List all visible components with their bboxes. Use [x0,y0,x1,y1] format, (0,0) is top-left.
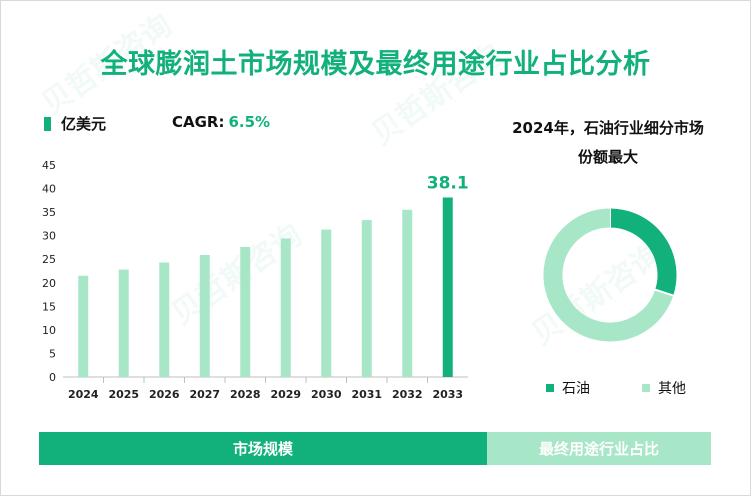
unit-legend-swatch [44,116,51,131]
cagr-label: CAGR: [172,113,225,131]
x-tick-label: 2024 [68,388,99,401]
legend-swatch-oil [546,384,554,392]
y-tick-label: 10 [42,324,56,337]
legend-label-oil: 石油 [562,381,590,397]
x-tick-label: 2027 [189,388,220,401]
y-tick-label: 5 [49,347,56,360]
unit-legend: 亿美元 [44,113,106,134]
page-title: 全球膨润土市场规模及最终用途行业占比分析 [100,49,651,80]
bar-2030 [321,229,332,377]
y-tick-label: 20 [42,277,56,290]
footer-market-size: 市场规模 [39,432,487,465]
y-tick-label: 25 [42,253,56,266]
x-tick-label: 2033 [432,388,463,401]
legend-swatch-other [642,384,650,392]
x-tick-label: 2032 [392,388,423,401]
legend-label-other: 其他 [658,381,686,397]
x-tick-label: 2029 [270,388,301,401]
y-tick-label: 35 [42,206,56,219]
legend-item-oil: 石油 [546,378,590,398]
footer-end-use-share: 最终用途行业占比 [487,432,711,465]
cagr-value: 6.5% [228,113,271,131]
bar-2031 [361,220,372,377]
donut-slice-石油 [609,208,677,296]
y-tick-label: 40 [42,183,56,196]
pie-title-line1: 2024年，石油行业细分市场 [512,119,704,137]
x-tick-label: 2026 [149,388,180,401]
bar-2024 [78,275,89,377]
bar-2029 [280,238,291,377]
bar-2032 [402,209,413,377]
bar-2027 [199,254,210,377]
unit-legend-label: 亿美元 [61,115,107,133]
donut-chart [543,207,677,342]
y-tick-label: 15 [42,300,56,313]
x-tick-label: 2031 [351,388,382,401]
cagr-annotation: CAGR: 6.5% [172,113,270,131]
x-tick-label: 2025 [108,388,139,401]
data-label-2033: 38.1 [427,174,469,194]
legend-item-other: 其他 [642,378,686,398]
y-tick-label: 45 [42,159,56,172]
donut-slice-其他 [543,208,674,342]
y-tick-label: 30 [42,230,56,243]
slice-divider [653,288,675,297]
pie-title-line2: 份额最大 [577,148,638,166]
bar-2025 [118,269,129,377]
bar-2033 [442,197,453,377]
y-tick-label: 0 [49,371,56,384]
bar-2028 [240,246,251,377]
bar-2026 [159,262,170,377]
x-tick-label: 2030 [311,388,342,401]
pie-title: 2024年，石油行业细分市场 份额最大 [478,114,738,172]
x-tick-label: 2028 [230,388,261,401]
